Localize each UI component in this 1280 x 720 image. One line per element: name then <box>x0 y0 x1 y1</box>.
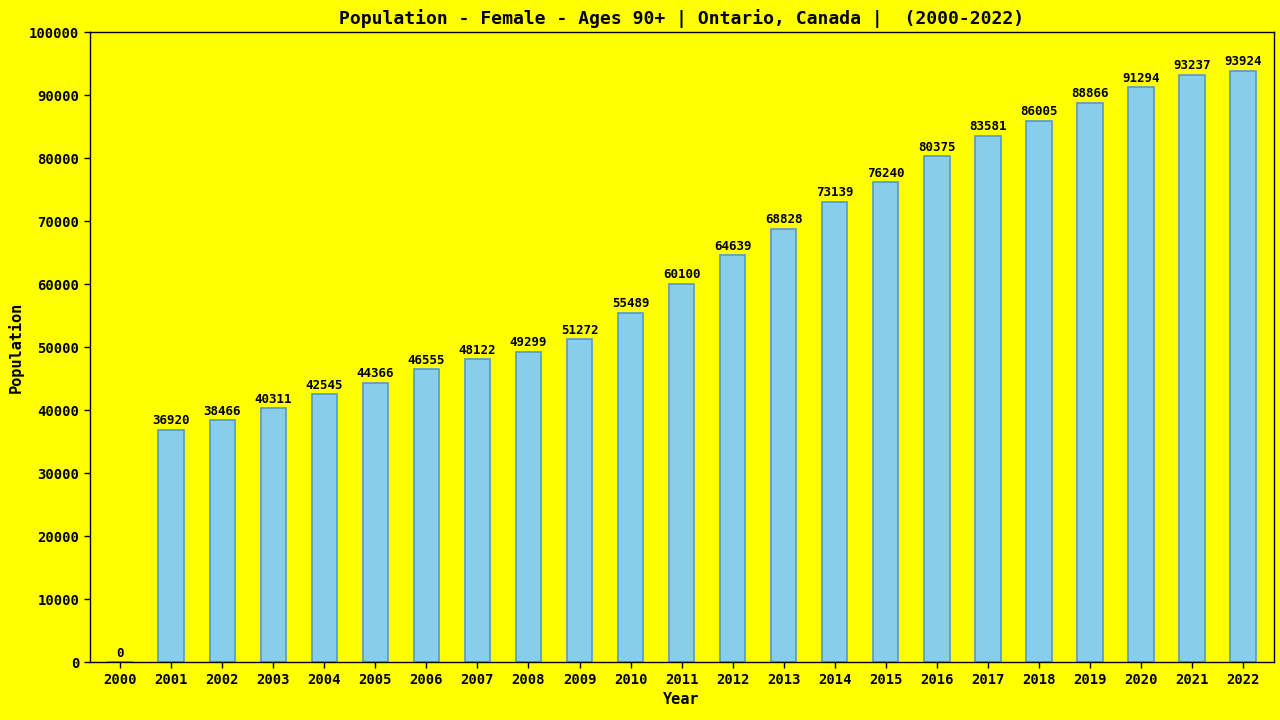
Text: 86005: 86005 <box>1020 105 1057 118</box>
Bar <box>719 255 745 662</box>
Bar <box>413 369 439 662</box>
Text: 91294: 91294 <box>1123 72 1160 85</box>
Text: 55489: 55489 <box>612 297 649 310</box>
Text: 68828: 68828 <box>765 213 803 226</box>
Bar <box>822 202 847 662</box>
Bar <box>771 229 796 662</box>
Text: 44366: 44366 <box>357 367 394 380</box>
Text: 73139: 73139 <box>815 186 854 199</box>
X-axis label: Year: Year <box>663 693 700 707</box>
Bar <box>618 312 644 662</box>
Text: 38466: 38466 <box>204 405 241 418</box>
Bar <box>261 408 287 662</box>
Bar <box>1128 87 1153 662</box>
Bar <box>975 136 1001 662</box>
Text: 88866: 88866 <box>1071 87 1108 100</box>
Text: 83581: 83581 <box>969 120 1006 133</box>
Bar <box>1230 71 1256 662</box>
Bar <box>1179 75 1204 662</box>
Bar <box>924 156 950 662</box>
Bar <box>567 339 593 662</box>
Bar <box>873 182 899 662</box>
Bar <box>465 359 490 662</box>
Text: 46555: 46555 <box>407 354 445 366</box>
Bar <box>210 420 236 662</box>
Text: 0: 0 <box>116 647 124 660</box>
Text: 40311: 40311 <box>255 393 292 406</box>
Text: 36920: 36920 <box>152 414 189 427</box>
Text: 64639: 64639 <box>714 240 751 253</box>
Text: 93924: 93924 <box>1224 55 1262 68</box>
Bar <box>311 395 337 662</box>
Bar <box>362 383 388 662</box>
Bar <box>669 284 694 662</box>
Bar <box>1076 102 1102 662</box>
Text: 80375: 80375 <box>918 140 956 153</box>
Text: 42545: 42545 <box>306 379 343 392</box>
Text: 93237: 93237 <box>1174 60 1211 73</box>
Text: 48122: 48122 <box>458 343 497 356</box>
Bar <box>159 430 184 662</box>
Title: Population - Female - Ages 90+ | Ontario, Canada |  (2000-2022): Population - Female - Ages 90+ | Ontario… <box>339 9 1024 28</box>
Bar <box>1027 120 1052 662</box>
Y-axis label: Population: Population <box>8 302 23 393</box>
Text: 76240: 76240 <box>867 166 905 179</box>
Text: 49299: 49299 <box>509 336 548 349</box>
Bar <box>516 352 541 662</box>
Text: 60100: 60100 <box>663 269 700 282</box>
Text: 51272: 51272 <box>561 324 598 337</box>
